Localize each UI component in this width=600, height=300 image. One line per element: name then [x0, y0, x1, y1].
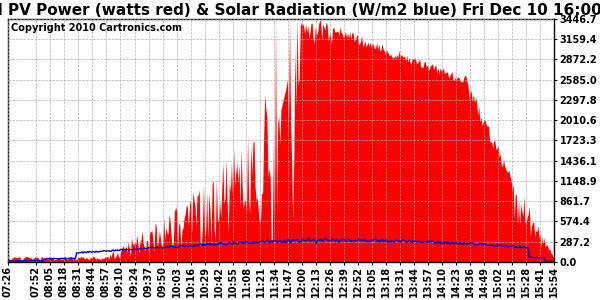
- Text: Copyright 2010 Cartronics.com: Copyright 2010 Cartronics.com: [11, 22, 182, 33]
- Title: Total PV Power (watts red) & Solar Radiation (W/m2 blue) Fri Dec 10 16:00: Total PV Power (watts red) & Solar Radia…: [0, 3, 600, 18]
